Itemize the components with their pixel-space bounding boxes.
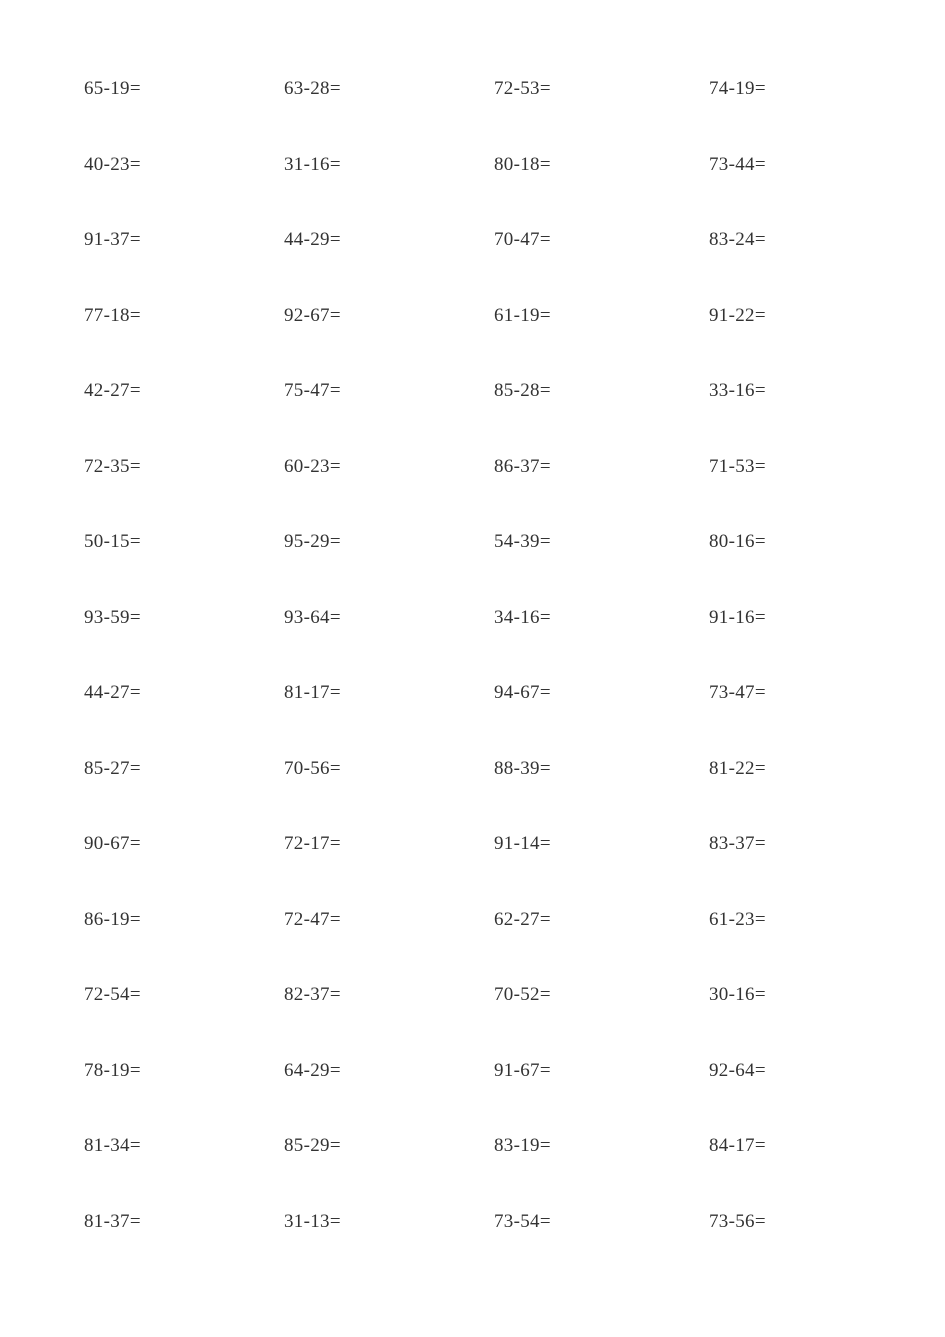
- math-problem: 70-52=: [494, 984, 709, 1006]
- math-problem: 73-54=: [494, 1211, 709, 1233]
- table-row: 50-15=95-29=54-39=80-16=: [84, 531, 885, 553]
- math-problem: 80-18=: [494, 154, 709, 176]
- math-problem: 73-44=: [709, 154, 766, 176]
- math-problem: 91-16=: [709, 607, 766, 629]
- math-problem: 40-23=: [84, 154, 284, 176]
- math-problem: 61-19=: [494, 305, 709, 327]
- math-problem: 93-59=: [84, 607, 284, 629]
- math-problem: 91-14=: [494, 833, 709, 855]
- table-row: 86-19=72-47=62-27=61-23=: [84, 909, 885, 931]
- table-row: 93-59=93-64=34-16=91-16=: [84, 607, 885, 629]
- math-problem: 44-27=: [84, 682, 284, 704]
- table-row: 65-19=63-28=72-53=74-19=: [84, 78, 885, 100]
- math-problem: 50-15=: [84, 531, 284, 553]
- math-problem: 72-47=: [284, 909, 494, 931]
- math-problem: 60-23=: [284, 456, 494, 478]
- math-problem: 85-27=: [84, 758, 284, 780]
- math-problem: 81-37=: [84, 1211, 284, 1233]
- math-problem: 34-16=: [494, 607, 709, 629]
- math-problem: 84-17=: [709, 1135, 766, 1157]
- math-problem: 70-56=: [284, 758, 494, 780]
- math-problem: 93-64=: [284, 607, 494, 629]
- math-problem: 62-27=: [494, 909, 709, 931]
- math-problem: 65-19=: [84, 78, 284, 100]
- math-problem: 91-22=: [709, 305, 766, 327]
- math-problem: 81-34=: [84, 1135, 284, 1157]
- math-worksheet: 65-19=63-28=72-53=74-19=40-23=31-16=80-1…: [0, 0, 945, 1233]
- math-problem: 72-17=: [284, 833, 494, 855]
- table-row: 42-27=75-47=85-28=33-16=: [84, 380, 885, 402]
- math-problem: 81-22=: [709, 758, 766, 780]
- math-problem: 92-64=: [709, 1060, 766, 1082]
- math-problem: 83-37=: [709, 833, 766, 855]
- math-problem: 63-28=: [284, 78, 494, 100]
- math-problem: 73-56=: [709, 1211, 766, 1233]
- math-problem: 88-39=: [494, 758, 709, 780]
- table-row: 85-27=70-56=88-39=81-22=: [84, 758, 885, 780]
- table-row: 40-23=31-16=80-18=73-44=: [84, 154, 885, 176]
- math-problem: 82-37=: [284, 984, 494, 1006]
- math-problem: 81-17=: [284, 682, 494, 704]
- math-problem: 73-47=: [709, 682, 766, 704]
- table-row: 90-67=72-17=91-14=83-37=: [84, 833, 885, 855]
- math-problem: 31-16=: [284, 154, 494, 176]
- table-row: 72-35=60-23=86-37=71-53=: [84, 456, 885, 478]
- math-problem: 83-24=: [709, 229, 766, 251]
- table-row: 72-54=82-37=70-52=30-16=: [84, 984, 885, 1006]
- math-problem: 83-19=: [494, 1135, 709, 1157]
- math-problem: 94-67=: [494, 682, 709, 704]
- table-row: 78-19=64-29=91-67=92-64=: [84, 1060, 885, 1082]
- math-problem: 85-29=: [284, 1135, 494, 1157]
- math-problem: 92-67=: [284, 305, 494, 327]
- table-row: 81-34=85-29=83-19=84-17=: [84, 1135, 885, 1157]
- math-problem: 72-54=: [84, 984, 284, 1006]
- math-problem: 95-29=: [284, 531, 494, 553]
- math-problem: 70-47=: [494, 229, 709, 251]
- math-problem: 91-67=: [494, 1060, 709, 1082]
- math-problem: 72-35=: [84, 456, 284, 478]
- math-problem: 42-27=: [84, 380, 284, 402]
- math-problem: 91-37=: [84, 229, 284, 251]
- math-problem: 61-23=: [709, 909, 766, 931]
- table-row: 91-37=44-29=70-47=83-24=: [84, 229, 885, 251]
- math-problem: 90-67=: [84, 833, 284, 855]
- math-problem: 78-19=: [84, 1060, 284, 1082]
- math-problem: 80-16=: [709, 531, 766, 553]
- math-problem: 33-16=: [709, 380, 766, 402]
- math-problem: 71-53=: [709, 456, 766, 478]
- math-problem: 30-16=: [709, 984, 766, 1006]
- math-problem: 86-37=: [494, 456, 709, 478]
- table-row: 81-37=31-13=73-54=73-56=: [84, 1211, 885, 1233]
- math-problem: 44-29=: [284, 229, 494, 251]
- math-problem: 72-53=: [494, 78, 709, 100]
- table-row: 77-18=92-67=61-19=91-22=: [84, 305, 885, 327]
- math-problem: 31-13=: [284, 1211, 494, 1233]
- math-problem: 77-18=: [84, 305, 284, 327]
- math-problem: 85-28=: [494, 380, 709, 402]
- math-problem: 75-47=: [284, 380, 494, 402]
- math-problem: 64-29=: [284, 1060, 494, 1082]
- math-problem: 54-39=: [494, 531, 709, 553]
- math-problem: 74-19=: [709, 78, 766, 100]
- math-problem: 86-19=: [84, 909, 284, 931]
- table-row: 44-27=81-17=94-67=73-47=: [84, 682, 885, 704]
